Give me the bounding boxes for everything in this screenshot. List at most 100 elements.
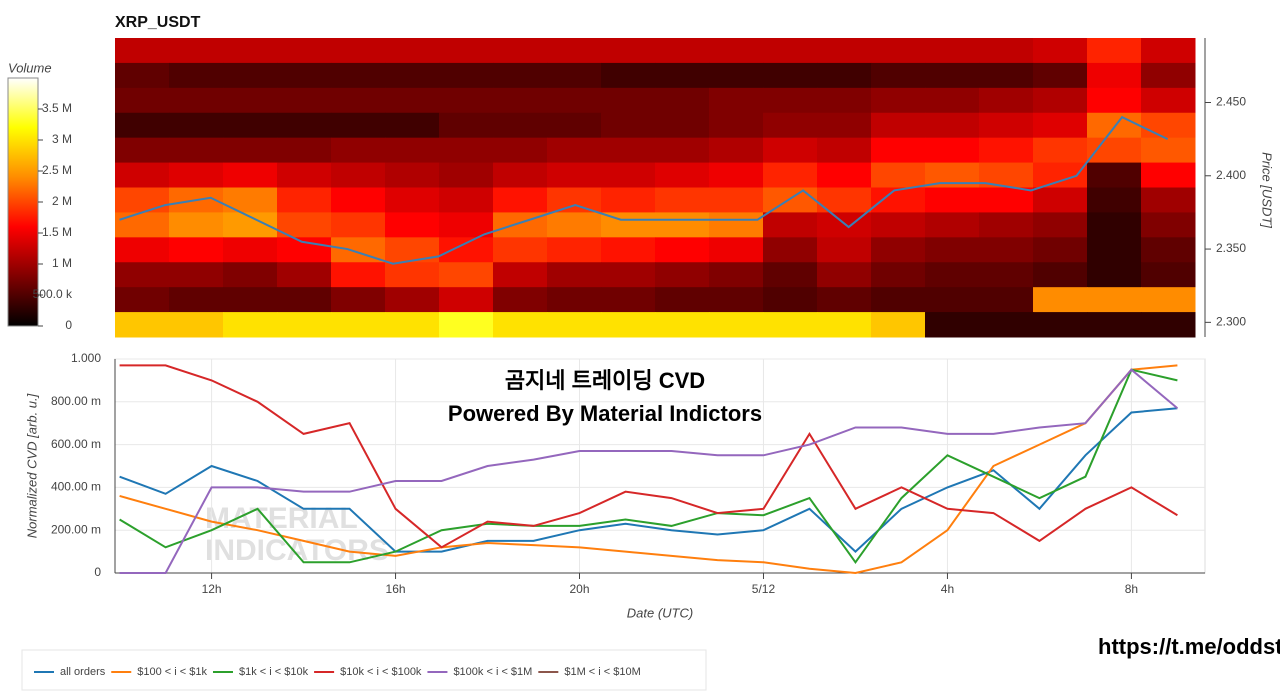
heatmap-cell xyxy=(1087,62,1142,89)
heatmap-cell xyxy=(169,237,224,263)
heatmap-cell xyxy=(763,62,818,89)
heatmap-cell xyxy=(655,38,710,64)
x-tick-label: 4h xyxy=(941,582,954,596)
heatmap-cell xyxy=(655,262,710,288)
heatmap-cell xyxy=(547,287,602,313)
heatmap-cell xyxy=(871,187,926,213)
heatmap-cell xyxy=(115,62,170,89)
heatmap-cell xyxy=(223,87,278,114)
heatmap-cell xyxy=(115,112,170,139)
heatmap-cell xyxy=(331,112,386,139)
heatmap-cell xyxy=(871,87,926,114)
heatmap-cell xyxy=(925,62,980,89)
heatmap-cell xyxy=(1141,287,1196,313)
series-line xyxy=(119,364,1178,575)
heatmap-cell xyxy=(871,237,926,263)
heatmap-cell xyxy=(169,262,224,288)
heatmap-cell xyxy=(871,162,926,188)
x-tick-label: 8h xyxy=(1125,582,1138,596)
heatmap-cell xyxy=(385,287,440,313)
heatmap-cell xyxy=(925,112,980,139)
heatmap-cell xyxy=(1087,87,1142,114)
heatmap-cell xyxy=(439,262,494,288)
y-tick-label: 2.350 xyxy=(1216,241,1246,255)
heatmap-cell xyxy=(223,62,278,89)
heatmap-cell xyxy=(331,62,386,89)
colorbar-tick-label: 500.0 k xyxy=(33,287,73,301)
heatmap-cell xyxy=(925,212,980,238)
plot-area xyxy=(114,358,1206,574)
heatmap-cell xyxy=(1141,112,1196,139)
heatmap-cell xyxy=(979,38,1034,64)
heatmap-cell xyxy=(493,137,548,164)
colorbar-label: Volume xyxy=(8,60,52,75)
heatmap-cell xyxy=(1033,187,1088,213)
heatmap-cell xyxy=(439,287,494,313)
x-tick-label: 12h xyxy=(202,582,222,596)
heatmap-cell xyxy=(1141,162,1196,188)
heatmap-cell xyxy=(601,262,656,288)
heatmap-cell xyxy=(925,312,980,338)
heatmap-cell xyxy=(439,87,494,114)
heatmap-cell xyxy=(1033,62,1088,89)
legend-label: all orders xyxy=(60,666,106,678)
heatmap-cell xyxy=(925,287,980,313)
heatmap-cell xyxy=(817,137,872,164)
heatmap-cell xyxy=(493,62,548,89)
heatmap-cell xyxy=(547,87,602,114)
heatmap-cell xyxy=(601,287,656,313)
colorbar-tick-label: 3 M xyxy=(52,132,72,146)
heatmap-cell xyxy=(655,112,710,139)
heatmap-cell xyxy=(277,262,332,288)
heatmap-cell xyxy=(385,187,440,213)
heatmap-cell xyxy=(655,62,710,89)
y-tick-label: 2.400 xyxy=(1216,168,1246,182)
heatmap-cell xyxy=(871,262,926,288)
chart-title: XRP_USDT xyxy=(115,14,201,31)
x-tick-label: 5/12 xyxy=(752,582,776,596)
heatmap-cell xyxy=(1033,162,1088,188)
heatmap-cell xyxy=(385,137,440,164)
heatmap-cell xyxy=(493,312,548,338)
heatmap-cell xyxy=(979,62,1034,89)
heatmap-cell xyxy=(331,87,386,114)
heatmap-cell xyxy=(817,62,872,89)
heatmap-cell xyxy=(871,212,926,238)
heatmap-cell xyxy=(979,187,1034,213)
y-axis-label: Price [USDT] xyxy=(1260,152,1275,228)
heatmap-cell xyxy=(1141,212,1196,238)
heatmap-cell xyxy=(709,162,764,188)
colorbar-tick-label: 2.5 M xyxy=(42,163,72,177)
heatmap-cell xyxy=(169,287,224,313)
heatmap-cell xyxy=(331,187,386,213)
heatmap-cell xyxy=(277,162,332,188)
heatmap-cell xyxy=(385,87,440,114)
heatmap-cell xyxy=(979,237,1034,263)
heatmap-cell xyxy=(1033,212,1088,238)
heatmap-cell xyxy=(1141,262,1196,288)
heatmap-cell xyxy=(1033,262,1088,288)
heatmap-cell xyxy=(817,237,872,263)
heatmap-cell xyxy=(601,62,656,89)
x-axis-label: Date (UTC) xyxy=(627,605,693,620)
heatmap-cell xyxy=(115,237,170,263)
heatmap-cell xyxy=(817,38,872,64)
heatmap-cell xyxy=(979,112,1034,139)
heatmap-cell xyxy=(547,162,602,188)
heatmap-cell xyxy=(169,62,224,89)
heatmap-cell xyxy=(601,137,656,164)
heatmap-cell xyxy=(277,38,332,64)
heatmap-cell xyxy=(169,212,224,238)
heatmap-cell xyxy=(655,212,710,238)
heatmap-cell xyxy=(763,187,818,213)
heatmap-cell xyxy=(1033,38,1088,64)
heatmap-cell xyxy=(277,187,332,213)
heatmap-cell xyxy=(115,137,170,164)
heatmap-cell xyxy=(223,187,278,213)
heatmap-cell xyxy=(763,112,818,139)
heatmap-cell xyxy=(763,237,818,263)
heatmap-cell xyxy=(1087,38,1142,64)
heatmap-cell xyxy=(709,87,764,114)
heatmap-cell xyxy=(1087,162,1142,188)
heatmap-cell xyxy=(331,212,386,238)
